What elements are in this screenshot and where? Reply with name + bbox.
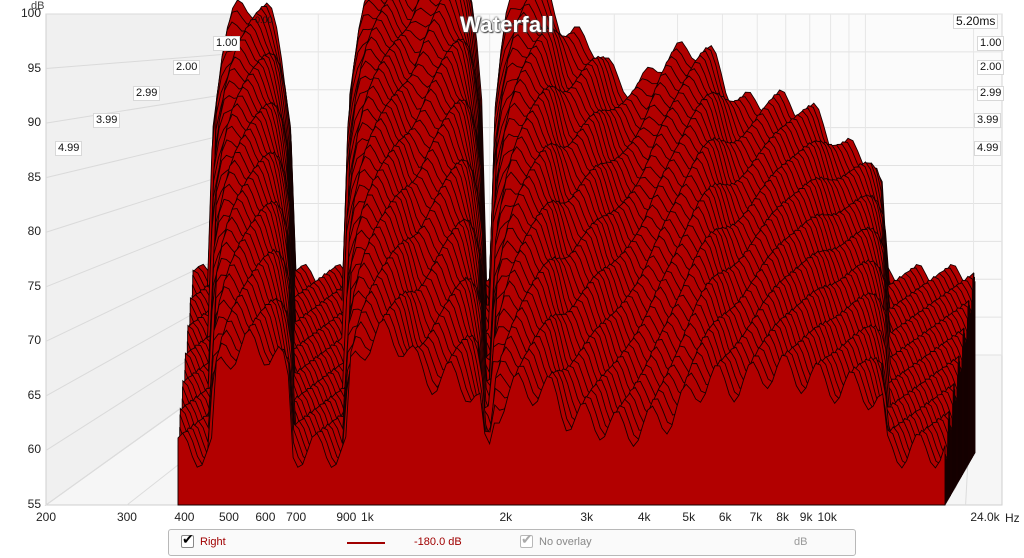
- time-tick-label: 2.00: [977, 60, 1005, 75]
- y-tick-label: 95: [27, 60, 41, 75]
- time-tick-label: 4.99: [55, 141, 83, 156]
- time-tick-label: 0.00: [255, 15, 273, 25]
- series-value: -180.0 dB: [414, 536, 462, 548]
- y-tick-label: 90: [27, 115, 41, 130]
- time-tick-label: 1.00: [977, 36, 1005, 51]
- x-tick-label: 10k: [817, 510, 837, 524]
- check-icon: ✔: [182, 531, 194, 547]
- y-tick-label: 55: [27, 497, 41, 511]
- time-tick-label: 2.00: [173, 60, 201, 75]
- x-tick-label: 700: [286, 510, 307, 524]
- x-axis-unit: Hz: [1005, 511, 1020, 525]
- x-tick-label: 8k: [776, 510, 789, 524]
- y-tick-label: 75: [27, 278, 41, 293]
- time-tick-label: 2.99: [133, 86, 161, 101]
- waterfall-surface: [177, 0, 976, 506]
- waterfall-slice: [177, 318, 946, 506]
- y-axis-unit: dB: [31, 0, 45, 12]
- y-tick-label: 70: [27, 333, 41, 348]
- x-tick-label: 7k: [749, 510, 763, 524]
- time-tick-label: 2.99: [977, 86, 1005, 101]
- y-tick-label: 100: [20, 6, 41, 20]
- x-tick-label: 6k: [718, 510, 732, 524]
- chart-title: Waterfall: [460, 12, 554, 37]
- y-tick-label: 60: [27, 442, 41, 457]
- time-tick-label: 4.99: [974, 141, 1002, 156]
- x-tick-label: 200: [35, 510, 57, 524]
- x-tick-label: 24.0k: [970, 510, 1000, 524]
- y-tick-label: 65: [27, 387, 41, 402]
- series-line-swatch: [347, 542, 385, 544]
- y-tick-label: 85: [27, 169, 41, 184]
- x-tick-label: 900: [336, 510, 357, 524]
- overlay-label: No overlay: [539, 536, 592, 548]
- x-tick-label: 2k: [499, 510, 513, 524]
- time-tick-label: 3.99: [93, 113, 121, 128]
- x-tick-label: 9k: [799, 510, 813, 524]
- y-tick-label: 80: [27, 224, 41, 239]
- time-tick-label: 3.99: [974, 113, 1002, 128]
- x-tick-label: 300: [116, 510, 137, 524]
- time-tick-label: 5.20ms: [953, 14, 999, 29]
- x-tick-label: 5k: [682, 510, 696, 524]
- grid-line-db: [45, 51, 256, 70]
- series-label: Right: [200, 536, 226, 548]
- x-tick-label: 3k: [580, 510, 594, 524]
- x-tick-label: 500: [218, 510, 239, 524]
- overlay-unit: dB: [794, 536, 808, 548]
- legend-bar: ✔ Right -180.0 dB ✔ No overlay dB: [168, 529, 856, 556]
- x-tick-label: 4k: [637, 510, 651, 524]
- x-tick-label: 400: [174, 510, 195, 524]
- overlay-checkbox[interactable]: ✔: [520, 531, 533, 548]
- check-icon: ✔: [521, 531, 533, 547]
- time-tick-label: 1.00: [213, 36, 241, 51]
- x-tick-label: 1k: [361, 510, 374, 524]
- x-tick-label: 600: [255, 510, 276, 524]
- series-checkbox[interactable]: ✔: [181, 531, 194, 548]
